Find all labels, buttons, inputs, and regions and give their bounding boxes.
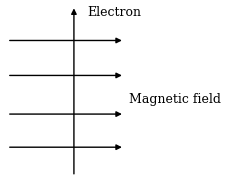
Text: Electron: Electron <box>88 6 142 19</box>
Text: Magnetic field: Magnetic field <box>129 93 221 106</box>
